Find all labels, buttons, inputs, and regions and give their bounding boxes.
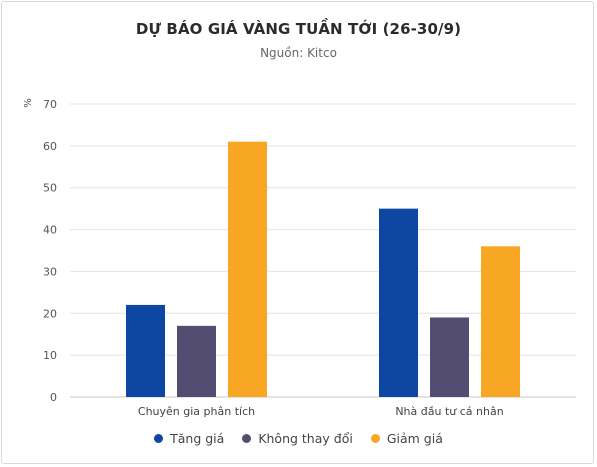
bar-1-cat-1 — [126, 304, 165, 397]
y-tick-label: 10 — [43, 349, 57, 362]
legend-label: Giảm giá — [386, 431, 443, 446]
y-tick-label: 70 — [43, 98, 57, 111]
bars — [126, 141, 520, 397]
bar-2-cat-2 — [430, 317, 469, 397]
legend-item: Giảm giá — [370, 431, 443, 446]
legend-marker-icon — [370, 434, 380, 443]
bar-2-cat-1 — [177, 325, 216, 397]
legend-label: Không thay đổi — [258, 431, 353, 446]
legend-item: Không thay đổi — [242, 431, 353, 446]
y-tick-label: 60 — [43, 140, 57, 153]
y-tick-label: 50 — [43, 182, 57, 195]
x-axis-categories: Chuyên gia phân tích Nhà đầu tư cá nhân — [138, 405, 504, 418]
legend-marker-icon — [242, 434, 252, 443]
bar-3-cat-1 — [228, 141, 267, 397]
legend-marker-icon — [154, 434, 164, 443]
chart-title: DỰ BÁO GIÁ VÀNG TUẦN TỚI (26-30/9) — [135, 20, 462, 38]
bar-3-cat-2 — [481, 246, 520, 397]
chart-subtitle: Nguồn: Kitco — [260, 46, 337, 60]
legend-label: Tăng giá — [170, 431, 225, 446]
x-category-label: Chuyên gia phân tích — [138, 405, 255, 418]
bar-1-cat-2 — [379, 208, 418, 397]
y-tick-label: 30 — [43, 265, 57, 278]
x-category-label: Nhà đầu tư cá nhân — [395, 405, 503, 418]
y-tick-label: 40 — [43, 224, 57, 237]
y-tick-label: 0 — [50, 391, 57, 404]
legend-item: Tăng giá — [154, 431, 224, 446]
y-tick-label: 20 — [43, 307, 57, 320]
y-axis-label: % — [23, 98, 34, 108]
y-axis-ticks: 0 10 20 30 40 50 60 70 — [43, 98, 57, 404]
legend: Tăng giá Không thay đổi Giảm giá — [0, 431, 597, 446]
